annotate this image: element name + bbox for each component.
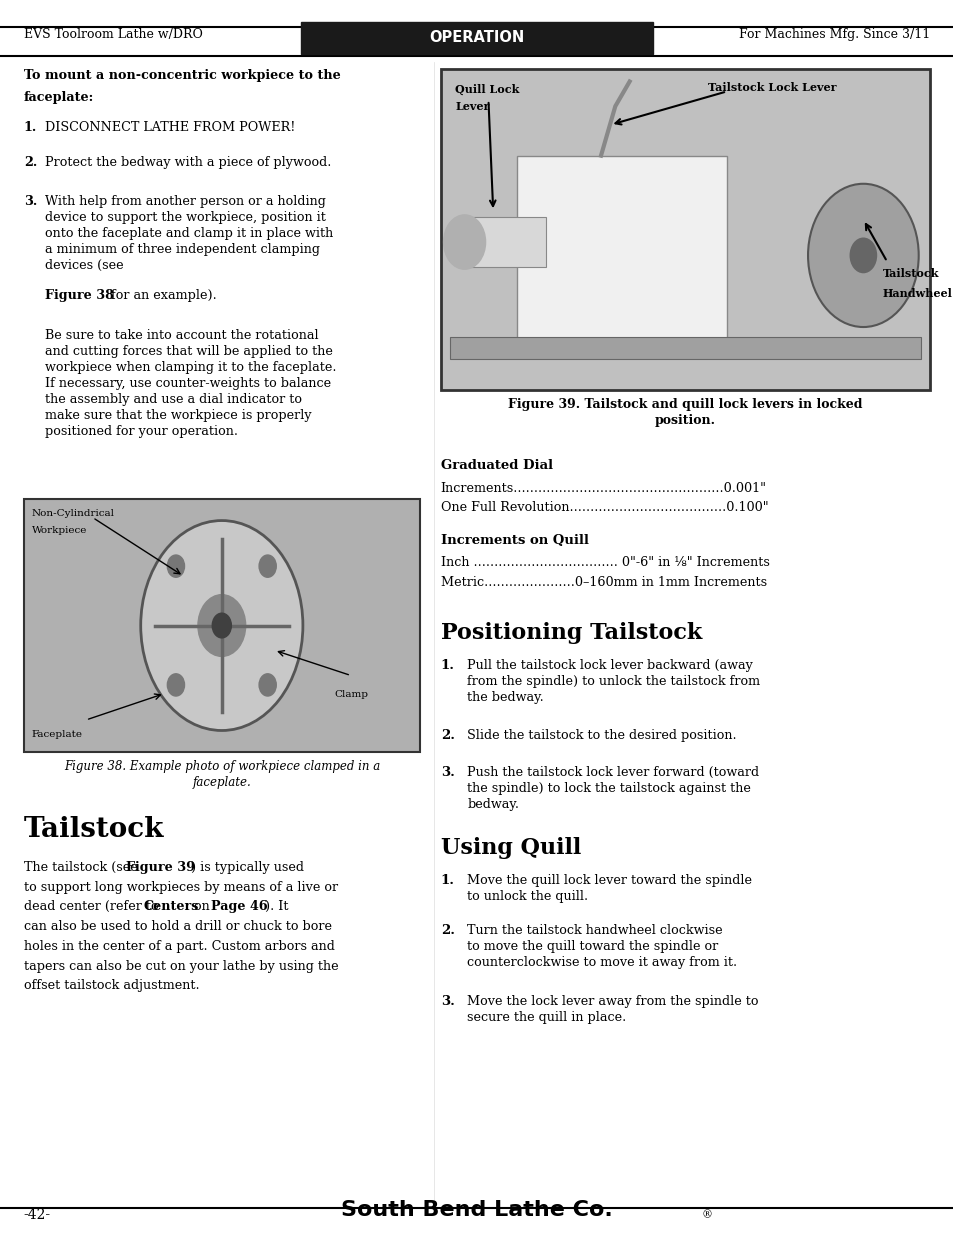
Text: Tailstock: Tailstock xyxy=(882,268,938,279)
Bar xyxy=(517,156,726,341)
Text: Graduated Dial: Graduated Dial xyxy=(440,459,553,473)
Text: With help from another person or a holding
device to support the workpiece, posi: With help from another person or a holdi… xyxy=(45,195,333,272)
Text: dead center (refer to: dead center (refer to xyxy=(24,900,162,914)
Circle shape xyxy=(212,614,231,638)
Bar xyxy=(459,217,545,267)
Text: 2.: 2. xyxy=(440,924,455,937)
Text: 1.: 1. xyxy=(24,121,37,135)
Text: The tailstock (see: The tailstock (see xyxy=(24,861,141,874)
Text: Lever: Lever xyxy=(455,101,489,112)
Text: 3.: 3. xyxy=(24,195,37,209)
Text: Quill Lock: Quill Lock xyxy=(455,84,518,95)
Circle shape xyxy=(443,215,485,269)
Text: 1.: 1. xyxy=(440,874,455,888)
Text: Move the quill lock lever toward the spindle
to unlock the quill.: Move the quill lock lever toward the spi… xyxy=(467,874,752,903)
Text: Be sure to take into account the rotational
and cutting forces that will be appl: Be sure to take into account the rotatio… xyxy=(45,329,336,437)
Text: Tailstock: Tailstock xyxy=(24,816,164,844)
Text: Metric......................0–160mm in 1mm Increments: Metric......................0–160mm in 1… xyxy=(440,576,766,589)
Text: Positioning Tailstock: Positioning Tailstock xyxy=(440,622,701,645)
Text: Non-Cylindrical: Non-Cylindrical xyxy=(31,509,114,517)
Text: Faceplate: Faceplate xyxy=(31,730,82,739)
Text: Increments...................................................0.001": Increments..............................… xyxy=(440,482,766,495)
Circle shape xyxy=(807,184,918,327)
Text: Using Quill: Using Quill xyxy=(440,837,580,860)
Text: Clamp: Clamp xyxy=(334,690,368,699)
Text: holes in the center of a part. Custom arbors and: holes in the center of a part. Custom ar… xyxy=(24,940,335,953)
Circle shape xyxy=(197,595,245,657)
Text: For Machines Mfg. Since 3/11: For Machines Mfg. Since 3/11 xyxy=(739,28,929,41)
Circle shape xyxy=(167,674,184,697)
Text: Centers: Centers xyxy=(143,900,198,914)
Text: South Bend Lathe Co.: South Bend Lathe Co. xyxy=(341,1200,612,1220)
Text: EVS Toolroom Lathe w/DRO: EVS Toolroom Lathe w/DRO xyxy=(24,28,202,41)
Circle shape xyxy=(259,674,276,697)
Text: Workpiece: Workpiece xyxy=(31,526,87,535)
Bar xyxy=(24,499,419,752)
Text: Increments on Quill: Increments on Quill xyxy=(440,534,588,547)
Text: -42-: -42- xyxy=(24,1208,51,1223)
Text: faceplate:: faceplate: xyxy=(24,91,94,105)
Text: can also be used to hold a drill or chuck to bore: can also be used to hold a drill or chuc… xyxy=(24,920,332,934)
Text: Figure 38: Figure 38 xyxy=(45,289,113,303)
Text: Tailstock Lock Lever: Tailstock Lock Lever xyxy=(707,82,836,93)
Circle shape xyxy=(167,555,184,577)
Text: ) is typically used: ) is typically used xyxy=(191,861,303,874)
Text: 1.: 1. xyxy=(440,659,455,673)
Text: tapers can also be cut on your lathe by using the: tapers can also be cut on your lathe by … xyxy=(24,960,338,973)
Bar xyxy=(300,22,653,54)
Text: To mount a non-concentric workpiece to the: To mount a non-concentric workpiece to t… xyxy=(24,69,340,83)
Text: Handwheel: Handwheel xyxy=(882,288,951,299)
Text: DISCONNECT LATHE FROM POWER!: DISCONNECT LATHE FROM POWER! xyxy=(45,121,294,135)
Text: offset tailstock adjustment.: offset tailstock adjustment. xyxy=(24,979,199,993)
Text: Inch ................................... 0"-6" in ⅛" Increments: Inch ...................................… xyxy=(440,556,769,569)
Text: Figure 38. Example photo of workpiece clamped in a
faceplate.: Figure 38. Example photo of workpiece cl… xyxy=(64,760,379,788)
Text: Push the tailstock lock lever forward (toward
the spindle) to lock the tailstock: Push the tailstock lock lever forward (t… xyxy=(467,766,759,810)
Text: ). It: ). It xyxy=(265,900,289,914)
Text: Move the lock lever away from the spindle to
secure the quill in place.: Move the lock lever away from the spindl… xyxy=(467,995,759,1024)
Text: Figure 39. Tailstock and quill lock levers in locked
position.: Figure 39. Tailstock and quill lock leve… xyxy=(508,398,862,426)
Text: to support long workpieces by means of a live or: to support long workpieces by means of a… xyxy=(24,881,337,894)
Text: 2.: 2. xyxy=(440,729,455,742)
Text: 3.: 3. xyxy=(440,995,455,1009)
Text: OPERATION: OPERATION xyxy=(429,30,524,44)
Text: ®: ® xyxy=(700,1210,712,1220)
Text: Pull the tailstock lock lever backward (away
from the spindle) to unlock the tai: Pull the tailstock lock lever backward (… xyxy=(467,659,760,704)
Bar xyxy=(450,337,920,359)
Text: Protect the bedway with a piece of plywood.: Protect the bedway with a piece of plywo… xyxy=(45,156,331,169)
Text: Figure 39: Figure 39 xyxy=(126,861,194,874)
Text: Turn the tailstock handwheel clockwise
to move the quill toward the spindle or
c: Turn the tailstock handwheel clockwise t… xyxy=(467,924,737,968)
Circle shape xyxy=(141,521,302,731)
Text: Slide the tailstock to the desired position.: Slide the tailstock to the desired posit… xyxy=(467,729,737,742)
Text: Page 46: Page 46 xyxy=(211,900,267,914)
Text: 2.: 2. xyxy=(24,156,37,169)
Text: 3.: 3. xyxy=(440,766,455,779)
Circle shape xyxy=(259,555,276,577)
Text: on: on xyxy=(190,900,213,914)
Bar xyxy=(440,69,929,390)
Circle shape xyxy=(848,237,876,273)
Text: One Full Revolution......................................0.100": One Full Revolution.....................… xyxy=(440,501,767,515)
Text: for an example).: for an example). xyxy=(107,289,216,303)
